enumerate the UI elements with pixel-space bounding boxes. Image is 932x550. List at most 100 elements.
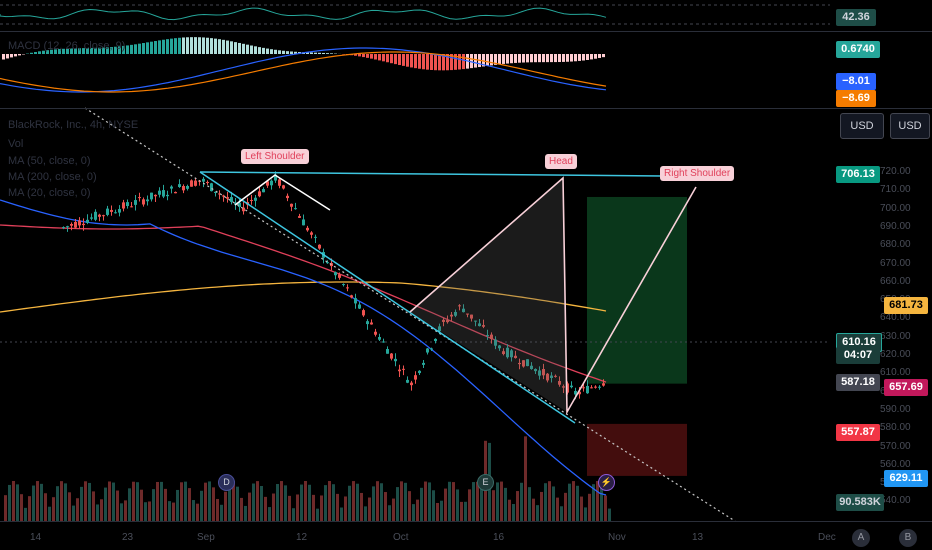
volume-bar bbox=[328, 481, 331, 521]
volume-bar bbox=[476, 481, 479, 521]
auto-scale-button[interactable]: A bbox=[852, 529, 870, 547]
head-label[interactable]: Head bbox=[545, 154, 577, 169]
candle-body bbox=[66, 226, 69, 228]
macd-histogram-bar bbox=[82, 48, 85, 54]
volume-bar bbox=[116, 490, 119, 521]
volume-bar bbox=[528, 487, 531, 521]
macd-histogram-bar bbox=[534, 54, 537, 63]
candle-body bbox=[434, 338, 437, 341]
candle-body bbox=[554, 375, 557, 377]
volume-bar bbox=[492, 490, 495, 521]
volume-bar bbox=[72, 505, 75, 521]
volume-bar bbox=[360, 492, 363, 521]
candle-body bbox=[226, 197, 229, 199]
volume-bar bbox=[352, 481, 355, 521]
candle-body bbox=[190, 180, 193, 187]
ma50-legend: MA (50, close, 0) bbox=[8, 155, 91, 167]
currency-button-secondary[interactable]: USD bbox=[890, 113, 930, 139]
earnings-event-icon[interactable]: E bbox=[477, 474, 494, 491]
time-axis-divider bbox=[0, 521, 932, 522]
macd-histogram-bar bbox=[402, 54, 405, 66]
macd-histogram-bar bbox=[538, 54, 541, 63]
macd-histogram-bar bbox=[518, 54, 521, 63]
macd-histogram-bar bbox=[74, 48, 77, 54]
macd-histogram-bar bbox=[90, 47, 93, 54]
volume-bar bbox=[288, 495, 291, 521]
candle-body bbox=[334, 272, 337, 276]
currency-button[interactable]: USD bbox=[840, 113, 884, 139]
volume-bar bbox=[416, 499, 419, 521]
dividend-event-icon[interactable]: D bbox=[218, 474, 235, 491]
volume-bar bbox=[576, 485, 579, 521]
macd-histogram-bar bbox=[18, 54, 21, 56]
volume-bar bbox=[212, 487, 215, 521]
left-shoulder-label[interactable]: Left Shoulder bbox=[241, 149, 309, 164]
macd-histogram-bar bbox=[158, 40, 161, 54]
macd-histogram-bar bbox=[454, 54, 457, 70]
macd-pane-divider[interactable] bbox=[0, 108, 932, 109]
macd-histogram-bar bbox=[294, 51, 297, 54]
volume-bar bbox=[304, 481, 307, 521]
macd-histogram-bar bbox=[290, 51, 293, 54]
candle-body bbox=[370, 322, 373, 325]
candle-body bbox=[154, 194, 157, 197]
candle-body bbox=[586, 385, 589, 394]
candle-body bbox=[590, 387, 593, 389]
time-axis-label: 23 bbox=[122, 532, 134, 543]
stop-price-tag: 557.87 bbox=[836, 424, 880, 441]
volume-bar bbox=[356, 483, 359, 521]
macd-histogram-bar bbox=[146, 42, 149, 54]
volume-bar bbox=[100, 499, 103, 521]
candle-body bbox=[602, 383, 605, 386]
candle-body bbox=[318, 244, 321, 249]
time-axis-label: Oct bbox=[393, 532, 409, 543]
candle-body bbox=[438, 326, 441, 332]
candle-body bbox=[222, 195, 225, 197]
candle-body bbox=[78, 220, 81, 226]
target-price-tag: 706.13 bbox=[836, 166, 880, 183]
price-axis-tick: 670.00 bbox=[880, 257, 911, 269]
macd-histogram-bar bbox=[510, 54, 513, 64]
macd-histogram-bar bbox=[494, 54, 497, 65]
candle-body bbox=[366, 321, 369, 325]
right-shoulder-label[interactable]: Right Shoulder bbox=[660, 166, 735, 181]
candle-body bbox=[150, 192, 153, 200]
macd-histogram-bar bbox=[126, 45, 129, 54]
volume-bar bbox=[136, 482, 139, 521]
price-axis-tick: 560.00 bbox=[880, 458, 911, 470]
macd-histogram-bar bbox=[46, 50, 49, 54]
volume-bar bbox=[284, 485, 287, 521]
volume-legend: Vol bbox=[8, 138, 24, 150]
volume-bar bbox=[428, 482, 431, 521]
candle-body bbox=[254, 197, 257, 201]
macd-histogram-bar bbox=[206, 37, 209, 54]
volume-bar bbox=[544, 483, 547, 521]
macd-signal-tag: −8.01 bbox=[836, 73, 876, 90]
macd-histogram-bar bbox=[14, 54, 17, 57]
candle-body bbox=[338, 274, 341, 278]
candle-body bbox=[598, 386, 601, 388]
candle-body bbox=[166, 194, 169, 197]
macd-histogram-bar bbox=[202, 37, 205, 54]
left-shoulder-path bbox=[234, 174, 331, 211]
volume-bar bbox=[496, 482, 499, 521]
volume-bar bbox=[540, 491, 543, 521]
macd-histogram-bar bbox=[578, 54, 581, 61]
lightning-event-icon[interactable]: ⚡ bbox=[598, 474, 615, 491]
support-line bbox=[199, 171, 576, 424]
volume-bar bbox=[480, 488, 483, 521]
rsi-pane-divider[interactable] bbox=[0, 31, 932, 32]
candle-body bbox=[142, 199, 145, 205]
candle-body bbox=[462, 308, 465, 313]
macd-histogram-bar bbox=[450, 54, 453, 71]
macd-histogram-bar bbox=[226, 40, 229, 54]
macd-histogram-bar bbox=[142, 43, 145, 54]
volume-bar bbox=[48, 506, 51, 521]
candle-body bbox=[350, 295, 353, 298]
b-button[interactable]: B bbox=[899, 529, 917, 547]
ma200-line bbox=[0, 281, 607, 313]
macd-histogram-bar bbox=[38, 51, 41, 54]
price-axis-tick: 710.00 bbox=[880, 184, 911, 196]
